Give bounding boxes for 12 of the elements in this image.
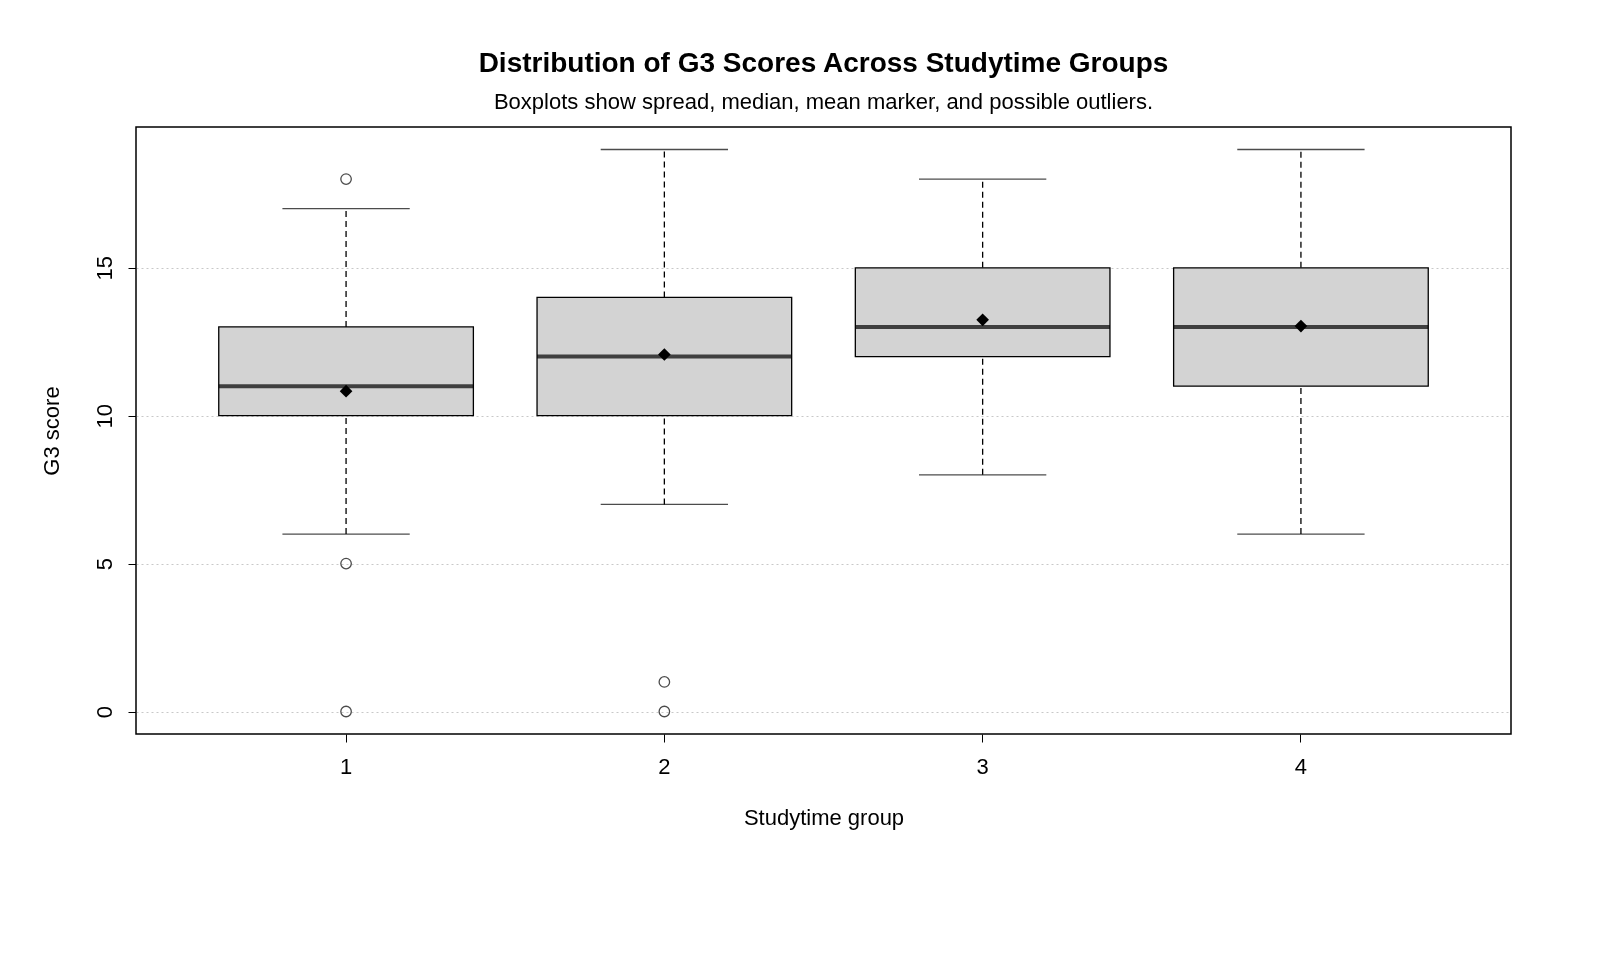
chart-title: Distribution of G3 Scores Across Studytime Groups bbox=[478, 47, 1169, 78]
y-tick-label: 10 bbox=[91, 403, 117, 429]
chart-subtitle: Boxplots show spread, median, mean marker, and possible outliers. bbox=[493, 89, 1154, 114]
x-tick-label: 3 bbox=[976, 753, 989, 779]
x-axis-title: Studytime group bbox=[743, 804, 905, 830]
x-tick-label: 1 bbox=[339, 753, 353, 779]
x-tick-label: 2 bbox=[658, 753, 671, 779]
y-tick-label: 0 bbox=[91, 705, 117, 719]
y-axis-title: G3 score bbox=[38, 386, 64, 476]
y-tick-label: 5 bbox=[91, 557, 117, 571]
y-tick-label: 15 bbox=[91, 256, 117, 281]
x-tick-label: 4 bbox=[1294, 753, 1308, 779]
